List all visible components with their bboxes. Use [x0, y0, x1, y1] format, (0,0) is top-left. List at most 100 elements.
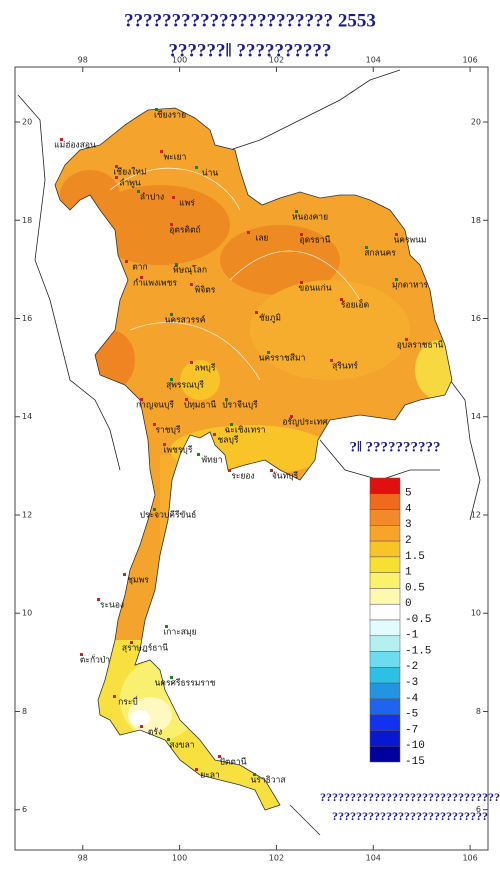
y-tick-label: 20 — [22, 118, 32, 127]
province-label: แม่ฮ่องสอน — [54, 141, 96, 151]
y-tick-label: 6 — [22, 805, 27, 814]
station-dot — [395, 278, 398, 281]
legend-label: -15 — [405, 756, 425, 768]
legend-swatch — [369, 619, 401, 637]
legend-label: 1 — [405, 567, 412, 579]
station-dot — [267, 351, 270, 354]
legend-label: -1 — [405, 630, 419, 642]
station-dot — [125, 260, 128, 263]
station-dot — [140, 725, 143, 728]
province-label: จันทบุรี — [272, 471, 299, 482]
y-tick-label: 18 — [471, 216, 481, 225]
contour-lines — [109, 167, 361, 761]
station-dot — [300, 233, 303, 236]
legend-swatch — [369, 493, 401, 510]
legend-swatch — [369, 540, 401, 558]
legend-swatch — [369, 588, 401, 605]
legend-swatch — [369, 730, 401, 747]
x-tick-label: 98 — [78, 56, 88, 65]
province-label: สุพรรณบุรี — [166, 380, 204, 391]
y-tick-label: 10 — [22, 609, 32, 618]
province-label: ระนอง — [100, 601, 124, 611]
province-label: ขอนแก่น — [298, 284, 331, 294]
legend-label: 5 — [405, 488, 412, 500]
province-label: อุบลราชธานี — [397, 340, 444, 351]
province-label: ร้อยเอ็ด — [341, 299, 369, 311]
province-label: ชลบุรี — [218, 435, 239, 446]
station-dot — [270, 469, 273, 472]
y-tick-label: 10 — [471, 609, 481, 618]
legend-swatch — [369, 651, 401, 668]
legend-label: 4 — [405, 503, 412, 515]
station-dot — [167, 738, 170, 741]
y-tick-label: 14 — [471, 412, 481, 421]
province-label: ฉะเชิงเทรา — [224, 426, 265, 436]
province-label: พิษณุโลก — [173, 265, 207, 276]
province-label: เพชรบุรี — [164, 445, 193, 456]
legend-swatch — [369, 667, 401, 684]
y-tick-label: 12 — [22, 510, 32, 519]
station-dot — [247, 231, 250, 234]
y-tick-label: 8 — [476, 707, 481, 716]
x-tick-label: 106 — [462, 56, 477, 65]
legend-label: -5 — [405, 709, 418, 721]
x-tick-label: 98 — [78, 854, 88, 863]
station-dot — [185, 398, 188, 401]
legend-label: -4 — [405, 693, 419, 705]
station-dot — [113, 695, 116, 698]
station-dot — [170, 223, 173, 226]
legend-swatch — [369, 603, 401, 621]
province-label: นครสวรรค์ — [165, 315, 206, 326]
legend-label: -7 — [405, 724, 418, 736]
legend-label: 3 — [405, 519, 412, 531]
province-label: กำแพงเพชร — [133, 279, 177, 289]
station-dot — [300, 281, 303, 284]
province-label: สุราษฎร์ธานี — [122, 643, 168, 654]
province-label: เชียงราย — [154, 110, 186, 121]
legend-label: 0 — [405, 598, 412, 610]
province-label: สกลนคร — [364, 249, 396, 259]
station-dot — [175, 263, 178, 266]
province-label: นครศรีธรรมราช — [154, 678, 215, 689]
station-dot — [115, 176, 118, 179]
legend-title: ?‖ ?????????? — [349, 439, 440, 455]
x-tick-label: 104 — [366, 56, 381, 65]
province-label: แพร่ — [179, 199, 195, 209]
station-dot — [130, 641, 133, 644]
province-label: เกาะสมุย — [163, 628, 196, 638]
legend-label: -0.5 — [405, 614, 431, 626]
station-dot — [190, 361, 193, 364]
station-dot — [197, 453, 200, 456]
province-label: ยะลา — [200, 771, 220, 781]
x-tick-label: 104 — [366, 854, 381, 863]
province-label: น่าน — [202, 169, 219, 179]
station-dot — [170, 676, 173, 679]
province-label: พิจิตร — [195, 286, 216, 296]
legend-swatch — [369, 635, 401, 652]
station-dot — [290, 415, 293, 418]
legend-swatch — [369, 556, 401, 573]
station-dot — [395, 233, 398, 236]
y-tick-label: 16 — [22, 314, 32, 323]
province-label: สุรินทร์ — [332, 361, 358, 372]
station-dot — [228, 469, 231, 472]
x-tick-label: 100 — [172, 56, 187, 65]
province-label: ปราจีนบุรี — [222, 400, 258, 411]
province-label: ชุมพร — [127, 576, 149, 586]
station-dot — [80, 653, 83, 656]
station-dot — [195, 166, 198, 169]
station-dot — [165, 625, 168, 628]
province-label: นครราชสีมา — [259, 353, 306, 364]
province-label: หนองคาย — [292, 213, 328, 223]
province-label: เชียงใหม่ — [113, 167, 146, 178]
legend-label: 1.5 — [405, 551, 425, 563]
legend-label: -1.5 — [405, 645, 431, 657]
legend-swatch — [369, 477, 401, 495]
province-label: สงขลา — [169, 741, 194, 751]
province-label: นราธิวาส — [250, 776, 286, 786]
y-tick-label: 16 — [471, 314, 481, 323]
station-dot — [365, 246, 368, 249]
station-dot — [213, 433, 216, 436]
province-label: ตรัง — [148, 728, 162, 738]
